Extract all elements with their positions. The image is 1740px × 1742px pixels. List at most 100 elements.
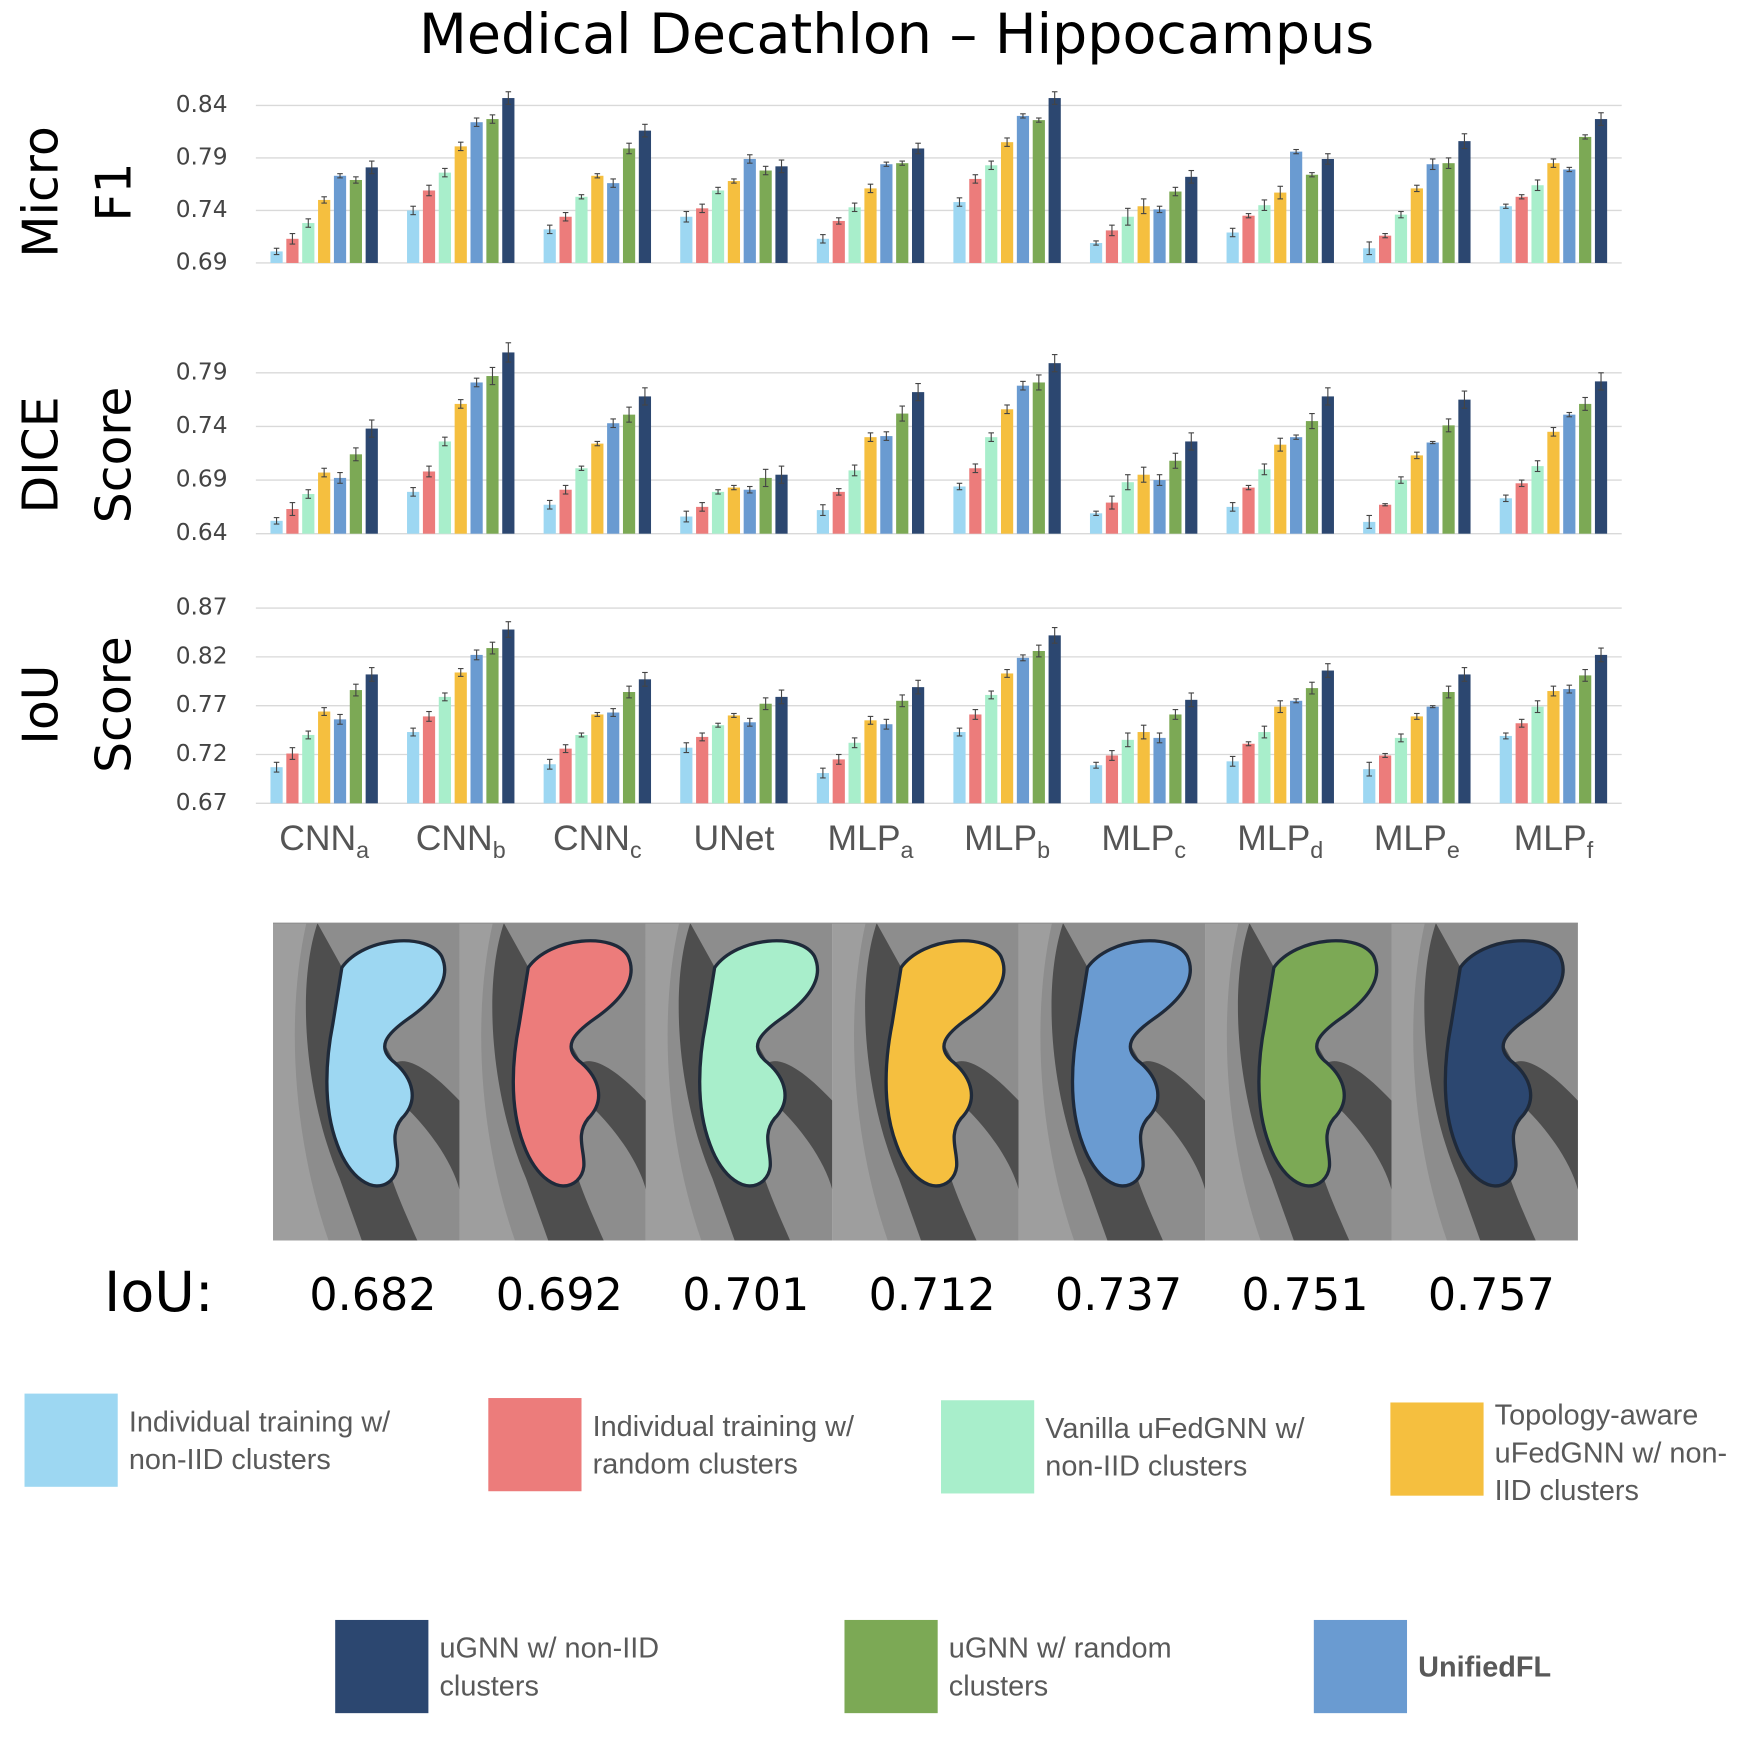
error-bar xyxy=(1414,184,1420,193)
error-bar xyxy=(1261,463,1268,476)
legend-label: Vanilla uFedGNN w/ non-IID clusters xyxy=(1045,1411,1305,1483)
bar xyxy=(711,491,725,534)
bar xyxy=(775,474,788,534)
y-axis-label: IoU xyxy=(12,665,69,745)
error-bar xyxy=(610,178,616,188)
bar xyxy=(1048,98,1061,263)
error-bar xyxy=(1277,437,1284,452)
bar xyxy=(969,468,982,534)
mri-texture xyxy=(1205,923,1261,1241)
bar xyxy=(607,183,620,263)
segmentation-mask xyxy=(325,939,447,1188)
bar xyxy=(848,207,861,263)
segmentation-mask xyxy=(884,939,1006,1188)
bar xyxy=(880,164,893,263)
bar xyxy=(1579,675,1592,804)
bar xyxy=(727,181,741,263)
bar xyxy=(1547,163,1560,263)
error-bar xyxy=(473,117,480,127)
bar xyxy=(1032,120,1045,263)
error-bar xyxy=(1382,503,1388,507)
error-bar xyxy=(321,196,327,204)
error-bar xyxy=(1188,432,1195,451)
error-bar xyxy=(1036,117,1042,123)
bar xyxy=(270,767,283,804)
bar xyxy=(1185,176,1198,263)
error-bar xyxy=(699,732,705,742)
iou-value: 0.757 xyxy=(1428,1270,1555,1321)
error-bar xyxy=(883,431,890,441)
y-tick-label: 0.74 xyxy=(176,196,228,223)
bar xyxy=(848,742,861,804)
iou-value: 0.751 xyxy=(1241,1270,1368,1321)
error-bar xyxy=(457,141,464,152)
y-tick-label: 0.72 xyxy=(176,740,228,767)
error-bar xyxy=(1382,752,1388,758)
bar xyxy=(502,352,515,534)
error-bar xyxy=(1229,227,1236,238)
bar xyxy=(1410,188,1423,263)
bar xyxy=(816,510,830,534)
error-bar xyxy=(1503,203,1509,209)
error-bar xyxy=(1277,700,1284,714)
error-bar xyxy=(1429,705,1436,709)
error-bar xyxy=(410,487,416,497)
bar xyxy=(486,376,499,534)
bar xyxy=(1442,163,1455,263)
error-bar xyxy=(1172,709,1179,720)
bar xyxy=(1394,214,1408,263)
bar xyxy=(1048,363,1061,534)
error-bar xyxy=(1093,761,1099,769)
error-bar xyxy=(1566,411,1573,418)
error-bar xyxy=(1598,112,1604,126)
bar xyxy=(985,694,998,804)
bar xyxy=(1274,444,1287,534)
segmentation-image xyxy=(645,923,833,1241)
error-bar xyxy=(1582,668,1588,682)
bar xyxy=(1185,699,1198,804)
y-tick-label: 0.74 xyxy=(176,412,228,439)
bar xyxy=(1016,115,1030,263)
bar xyxy=(407,491,420,534)
legend-swatch xyxy=(488,1398,582,1492)
error-bar xyxy=(273,517,280,525)
bar xyxy=(575,734,588,804)
bar xyxy=(680,216,693,263)
error-bar xyxy=(1261,199,1268,212)
bar xyxy=(1153,737,1166,804)
error-bar xyxy=(956,482,963,491)
error-bar xyxy=(956,197,963,207)
bar xyxy=(711,190,725,263)
error-bar xyxy=(305,489,312,499)
bar xyxy=(743,158,756,263)
error-bar xyxy=(731,178,737,184)
bar xyxy=(775,166,788,263)
error-bar xyxy=(1382,232,1388,239)
bar xyxy=(1442,692,1455,804)
bar xyxy=(711,725,725,804)
bar xyxy=(1242,743,1255,804)
category-subscript: b xyxy=(1037,837,1050,863)
error-bar xyxy=(505,91,512,105)
bar xyxy=(638,679,652,804)
bar xyxy=(911,392,925,534)
legend-label-box: uGNN w/ non-IID clusters xyxy=(439,1631,659,1702)
bar xyxy=(422,716,436,804)
bar xyxy=(1258,205,1271,263)
legend-item: uGNN w/ non-IID clusters xyxy=(335,1619,659,1714)
error-bar xyxy=(731,712,737,718)
error-bar xyxy=(683,510,690,523)
category-subscript: c xyxy=(1174,837,1186,863)
error-bar xyxy=(988,160,994,171)
bar xyxy=(1321,396,1334,534)
bar xyxy=(1305,688,1319,804)
bar xyxy=(1016,657,1030,804)
error-bar xyxy=(1366,241,1373,256)
error-bar xyxy=(1245,484,1252,491)
bar xyxy=(1531,185,1544,263)
error-bar xyxy=(988,432,994,443)
bar xyxy=(1258,469,1271,534)
error-bar xyxy=(505,342,512,363)
error-bar xyxy=(1020,654,1026,662)
